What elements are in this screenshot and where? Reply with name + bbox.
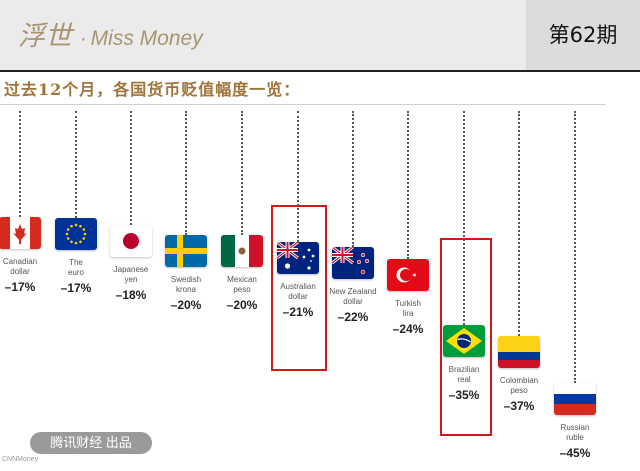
brazil-flag <box>443 325 485 357</box>
currency-name-line1: Swedish <box>170 275 202 284</box>
currency-name-line1: Australian <box>280 282 316 291</box>
leader-line <box>297 111 299 242</box>
leader-line <box>463 111 465 325</box>
currency-name-line2: ruble <box>566 433 584 442</box>
currency-label: Japanese yen <box>96 265 166 285</box>
leader-line <box>130 111 132 225</box>
new-zealand-flag <box>332 247 374 279</box>
chart-subtitle: 过去12个月，各国货币贬值幅度一览： <box>4 80 301 99</box>
currency-label: Colombian peso <box>484 376 554 396</box>
currency-name-line1: Mexican <box>227 275 257 284</box>
depreciation-value: –24% <box>392 322 424 336</box>
leader-line <box>75 111 77 218</box>
brand-english: Miss Money <box>90 27 203 50</box>
depreciation-value: –17% <box>4 280 36 294</box>
currency-label: Australian dollar <box>263 282 333 302</box>
header: 浮世 · Miss Money 第62期 <box>0 0 640 72</box>
brand-chinese: 浮世 <box>18 21 72 52</box>
currency-label: Russian ruble <box>540 423 610 443</box>
currency-label: The euro <box>41 258 111 278</box>
leader-line <box>241 111 243 235</box>
currency-name-line2: lira <box>402 309 414 318</box>
currency-name-line2: dollar <box>288 292 308 301</box>
currency-name-line2: real <box>457 375 471 384</box>
australia-flag <box>277 242 319 274</box>
currency-name-line1: Brazilian <box>448 365 480 374</box>
currency-label: Brazilian real <box>429 365 499 385</box>
currency-name-line2: peso <box>510 386 528 395</box>
leader-line <box>352 111 354 247</box>
eu-flag <box>55 218 97 250</box>
sweden-flag <box>165 235 207 267</box>
currency-label: Turkish lira <box>373 299 443 319</box>
currency-label: Swedish krona <box>151 275 221 295</box>
depreciation-value: –18% <box>115 288 147 302</box>
leader-line <box>574 111 576 383</box>
canada-flag <box>0 217 41 249</box>
currency-name-line2: dollar <box>10 267 30 276</box>
source-credit: CNNMoney <box>2 456 39 463</box>
currency-name-line1: The <box>69 258 83 267</box>
russia-flag <box>554 383 596 415</box>
highlight-box-australian-dollar <box>271 205 327 371</box>
currency-name-line2: yen <box>124 275 138 284</box>
currency-label: Mexican peso <box>207 275 277 295</box>
leader-line <box>19 111 21 217</box>
currency-name-line1: Russian <box>560 423 590 432</box>
currency-name-line1: Canadian <box>2 257 38 266</box>
colombia-flag <box>498 336 540 368</box>
currency-label: Canadian dollar <box>0 257 55 277</box>
leader-line <box>185 111 187 235</box>
currency-name-line1: New Zealand <box>329 287 377 296</box>
currency-name-line1: Colombian <box>499 376 539 385</box>
depreciation-value: –37% <box>503 399 535 413</box>
depreciation-value: –35% <box>448 388 480 402</box>
leader-line <box>518 111 520 336</box>
turkey-flag <box>387 259 429 291</box>
depreciation-value: –20% <box>226 298 258 312</box>
currency-name-line1: Japanese <box>113 265 149 274</box>
depreciation-value: –45% <box>559 446 591 460</box>
brand-separator: · <box>80 28 87 50</box>
currency-name-line2: peso <box>233 285 251 294</box>
issue-number: 第62期 <box>526 0 640 70</box>
japan-flag <box>110 225 152 257</box>
divider <box>0 104 606 105</box>
currency-name-line1: Turkish <box>395 299 421 308</box>
leader-line <box>407 111 409 259</box>
currency-name-line2: krona <box>175 285 196 294</box>
currency-depreciation-chart: Canadian dollar –17% The euro –17% Japanese yen… <box>0 105 640 471</box>
depreciation-value: –22% <box>337 310 369 324</box>
currency-name-line2: dollar <box>343 297 363 306</box>
highlight-box-brazilian-real <box>440 238 492 436</box>
brand-logo: 浮世 · Miss Money <box>18 14 203 53</box>
currency-name-line2: euro <box>67 268 84 277</box>
currency-label: New Zealand dollar <box>318 287 388 307</box>
depreciation-value: –21% <box>282 305 314 319</box>
publisher-badge: 腾讯财经 出品 <box>30 432 152 454</box>
depreciation-value: –17% <box>60 281 92 295</box>
mexico-flag <box>221 235 263 267</box>
depreciation-value: –20% <box>170 298 202 312</box>
